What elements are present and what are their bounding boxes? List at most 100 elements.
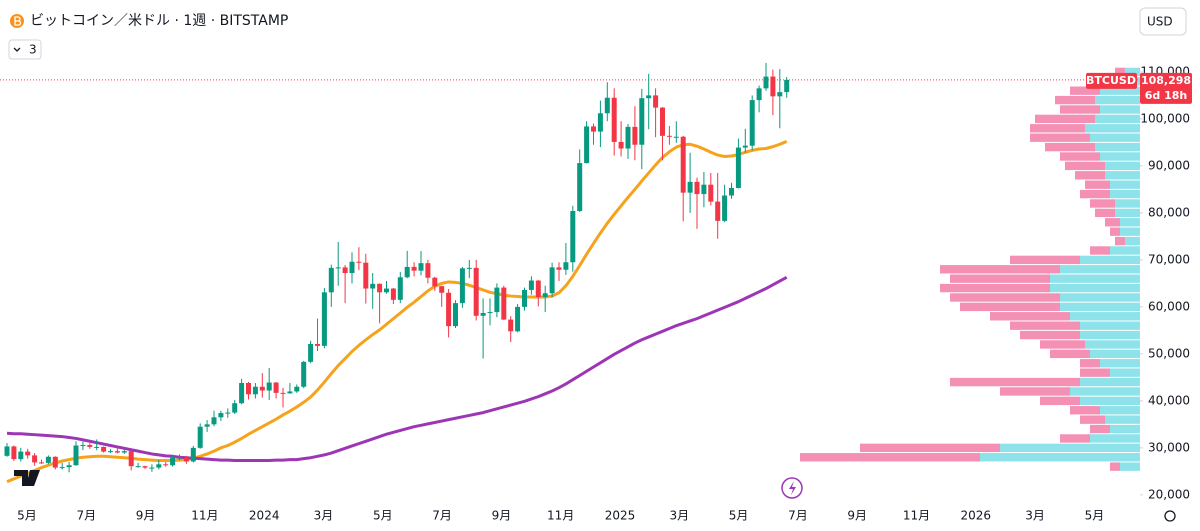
candle-body <box>52 456 58 468</box>
candle-body <box>32 455 38 463</box>
x-tick-label: 9月 <box>136 509 156 523</box>
volume-up <box>1080 255 1140 265</box>
volume-up <box>1085 340 1140 349</box>
volume-up <box>1100 359 1140 368</box>
candle-body <box>604 97 610 114</box>
candle-body <box>149 467 155 469</box>
candle-body <box>777 92 783 97</box>
candle-body <box>287 391 293 394</box>
x-tick-label: 5月 <box>373 509 393 523</box>
x-tick-label: 7月 <box>788 509 808 523</box>
volume-up <box>1120 218 1140 227</box>
candle-body <box>80 445 86 447</box>
volume-up <box>1100 152 1140 161</box>
volume-up <box>1115 199 1140 208</box>
candle-body <box>384 288 389 293</box>
candle-body <box>397 277 403 300</box>
indicators-toggle[interactable] <box>8 39 42 60</box>
price-tag-label: 108,298 <box>1141 74 1191 87</box>
y-tick-label: 30,000 <box>1148 440 1190 454</box>
volume-up <box>1060 265 1140 274</box>
volume-down <box>1090 199 1115 208</box>
candle-body <box>204 424 210 427</box>
candle-body <box>128 451 134 467</box>
y-tick-label: 100,000 <box>1140 111 1190 125</box>
volume-up <box>1060 293 1140 302</box>
x-tick-label: 11月 <box>903 509 930 523</box>
volume-up <box>1050 283 1140 293</box>
volume-down <box>1060 105 1100 114</box>
countdown-label: 6d 18h <box>1145 89 1188 102</box>
candle-body <box>418 263 424 271</box>
volume-down <box>1115 236 1125 246</box>
candle-body <box>45 456 51 463</box>
candle-body <box>459 268 465 304</box>
candle-body <box>273 382 279 393</box>
volume-up <box>1080 330 1140 340</box>
volume-up <box>1105 415 1140 424</box>
volume-profile <box>800 67 1140 471</box>
volume-up <box>980 453 1140 462</box>
candle-body <box>25 451 31 456</box>
candle-body <box>735 147 741 188</box>
x-tick-label: 2024 <box>249 509 280 523</box>
volume-up <box>1090 133 1140 142</box>
currency-button[interactable] <box>1139 7 1187 36</box>
candle-body <box>715 201 721 221</box>
volume-down <box>1045 142 1095 152</box>
volume-down <box>950 274 1050 283</box>
candle-body <box>432 277 438 287</box>
candle-body <box>770 76 776 97</box>
candle-body <box>308 343 314 362</box>
volume-down <box>1040 396 1080 406</box>
candle-body <box>211 417 217 425</box>
settings-icon[interactable] <box>1164 510 1176 522</box>
candle-body <box>487 312 493 314</box>
volume-down <box>1010 255 1080 265</box>
candle-body <box>301 361 307 387</box>
volume-down <box>1000 387 1070 396</box>
candle-body <box>701 184 707 195</box>
candle-body <box>466 267 472 269</box>
candle-body <box>356 261 362 263</box>
candle-body <box>404 266 410 278</box>
volume-up <box>1100 406 1140 415</box>
candle-body <box>156 464 162 468</box>
volume-up <box>1110 246 1140 255</box>
volume-down <box>940 283 1050 293</box>
bolt <box>789 481 796 495</box>
candle-body <box>453 303 458 327</box>
candle-body <box>501 287 507 320</box>
candle-body <box>729 187 734 196</box>
candle-body <box>742 145 748 148</box>
candle-body <box>94 446 100 448</box>
candle-body <box>784 79 790 93</box>
candle-body <box>349 261 355 274</box>
candle-body <box>101 446 107 452</box>
candle-body <box>197 426 203 448</box>
x-tick-label: 9月 <box>847 509 867 523</box>
candle-body <box>625 126 631 149</box>
x-tick-label: 2025 <box>605 509 636 523</box>
volume-down <box>960 302 1060 312</box>
volume-down <box>1090 246 1110 255</box>
volume-down <box>1090 424 1110 434</box>
volume-down <box>1080 359 1100 368</box>
volume-up <box>1105 171 1140 180</box>
candle-body <box>653 95 659 108</box>
candle-body <box>218 413 224 418</box>
candle-body <box>363 262 369 289</box>
volume-down <box>1030 133 1090 142</box>
x-tick-label: 3月 <box>1025 509 1045 523</box>
volume-up <box>1090 349 1140 359</box>
candle-body <box>73 445 79 466</box>
y-tick-label: 50,000 <box>1148 346 1190 360</box>
candle-body <box>591 126 596 132</box>
candle-body <box>480 312 486 316</box>
volume-down <box>1080 368 1110 377</box>
volume-up <box>1080 321 1140 330</box>
candle-body <box>11 446 17 460</box>
volume-up <box>1105 161 1140 171</box>
volume-up <box>1125 67 1140 77</box>
